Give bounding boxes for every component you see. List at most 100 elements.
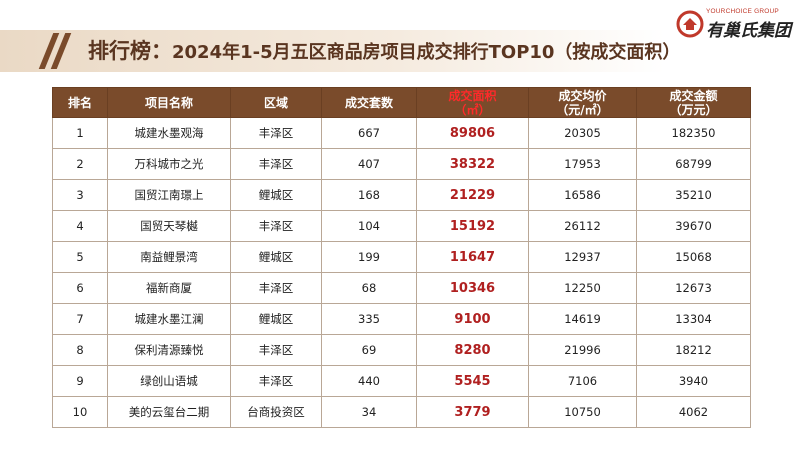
table-cell: 3 bbox=[52, 179, 108, 211]
table-cell: 89806 bbox=[416, 117, 529, 149]
table-cell: 保利清源臻悦 bbox=[107, 334, 231, 366]
table-row: 9 绿创山语城 丰泽区 440 5545 7106 3940 bbox=[52, 365, 751, 397]
table-cell: 万科城市之光 bbox=[107, 148, 231, 180]
table-cell: 城建水墨观海 bbox=[107, 117, 231, 149]
table-cell: 182350 bbox=[636, 117, 751, 149]
table-cell: 10 bbox=[52, 396, 108, 428]
table-row: 10 美的云玺台二期 台商投资区 34 3779 10750 4062 bbox=[52, 396, 751, 428]
table-cell: 鲤城区 bbox=[230, 303, 322, 335]
table-cell: 鲤城区 bbox=[230, 241, 322, 273]
logo-name: 有巢氏集团 bbox=[706, 21, 791, 41]
company-logo: YOURCHOICE GROUP 有巢氏集团 bbox=[670, 6, 791, 41]
table-cell: 丰泽区 bbox=[230, 365, 322, 397]
table-cell: 15192 bbox=[416, 210, 529, 242]
logo-tagline: YOURCHOICE GROUP bbox=[706, 8, 779, 15]
table-cell: 20305 bbox=[528, 117, 637, 149]
table-cell: 福新商厦 bbox=[107, 272, 231, 304]
table-cell: 丰泽区 bbox=[230, 117, 322, 149]
table-cell: 9 bbox=[52, 365, 108, 397]
table-cell: 21229 bbox=[416, 179, 529, 211]
table-cell: 国贸江南璟上 bbox=[107, 179, 231, 211]
table-cell: 台商投资区 bbox=[230, 396, 322, 428]
table-cell: 15068 bbox=[636, 241, 751, 273]
table-cell: 12673 bbox=[636, 272, 751, 304]
table-cell: 城建水墨江澜 bbox=[107, 303, 231, 335]
table-cell: 5 bbox=[52, 241, 108, 273]
ranking-table: 排名 项目名称 区域 成交套数 成交面积 （㎡） 成交均价 （元/㎡） 成交金额 （万元） 1 城建… bbox=[52, 87, 751, 428]
table-row: 6 福新商厦 丰泽区 68 10346 12250 12673 bbox=[52, 272, 751, 304]
column-header: 区域 bbox=[230, 87, 322, 118]
table-cell: 12937 bbox=[528, 241, 637, 273]
column-header-label: 成交金额 bbox=[669, 88, 718, 103]
table-cell: 丰泽区 bbox=[230, 148, 322, 180]
table-cell: 南益鲤景湾 bbox=[107, 241, 231, 273]
table-cell: 35210 bbox=[636, 179, 751, 211]
table-cell: 5545 bbox=[416, 365, 529, 397]
table-cell: 69 bbox=[321, 334, 417, 366]
table-cell: 丰泽区 bbox=[230, 272, 322, 304]
table-row: 2 万科城市之光 丰泽区 407 38322 17953 68799 bbox=[52, 148, 751, 180]
table-cell: 11647 bbox=[416, 241, 529, 273]
table-cell: 13304 bbox=[636, 303, 751, 335]
table-cell: 10346 bbox=[416, 272, 529, 304]
table-cell: 国贸天琴樾 bbox=[107, 210, 231, 242]
column-header-label: 成交均价 bbox=[558, 88, 607, 103]
table-cell: 8 bbox=[52, 334, 108, 366]
table-cell: 4062 bbox=[636, 396, 751, 428]
table-cell: 4 bbox=[52, 210, 108, 242]
column-header: 项目名称 bbox=[107, 87, 231, 118]
table-row: 1 城建水墨观海 丰泽区 667 89806 20305 182350 bbox=[52, 117, 751, 149]
title-banner bbox=[0, 30, 665, 72]
table-header-row: 排名 项目名称 区域 成交套数 成交面积 （㎡） 成交均价 （元/㎡） 成交金额 （万元） bbox=[52, 87, 751, 118]
column-header: 排名 bbox=[52, 87, 108, 118]
table-cell: 168 bbox=[321, 179, 417, 211]
house-mark-icon bbox=[676, 10, 704, 38]
column-header-label: 成交套数 bbox=[344, 95, 393, 110]
column-header: 成交均价 （元/㎡） bbox=[528, 87, 637, 118]
table-cell: 12250 bbox=[528, 272, 637, 304]
table-cell: 3779 bbox=[416, 396, 529, 428]
table-cell: 38322 bbox=[416, 148, 529, 180]
table-cell: 绿创山语城 bbox=[107, 365, 231, 397]
table-cell: 美的云玺台二期 bbox=[107, 396, 231, 428]
column-header: 成交套数 bbox=[321, 87, 417, 118]
table-cell: 3940 bbox=[636, 365, 751, 397]
table-cell: 199 bbox=[321, 241, 417, 273]
table-cell: 440 bbox=[321, 365, 417, 397]
table-row: 8 保利清源臻悦 丰泽区 69 8280 21996 18212 bbox=[52, 334, 751, 366]
table-body: 1 城建水墨观海 丰泽区 667 89806 20305 182350 2 万科城市之光 丰泽区 4… bbox=[52, 117, 751, 428]
table-row: 4 国贸天琴樾 丰泽区 104 15192 26112 39670 bbox=[52, 210, 751, 242]
column-header-label: 排名 bbox=[67, 95, 92, 110]
table-cell: 26112 bbox=[528, 210, 637, 242]
table-cell: 14619 bbox=[528, 303, 637, 335]
column-header: 成交面积 （㎡） bbox=[416, 87, 529, 118]
table-cell: 68799 bbox=[636, 148, 751, 180]
table-cell: 1 bbox=[52, 117, 108, 149]
page-title-sub: 2024年1-5月五区商品房项目成交排行TOP10（按成交面积） bbox=[172, 42, 681, 63]
page-title: 排行榜：2024年1-5月五区商品房项目成交排行TOP10（按成交面积） bbox=[88, 33, 680, 69]
page-title-main: 排行榜： bbox=[88, 39, 172, 63]
table-cell: 68 bbox=[321, 272, 417, 304]
table-cell: 7 bbox=[52, 303, 108, 335]
table-row: 3 国贸江南璟上 鲤城区 168 21229 16586 35210 bbox=[52, 179, 751, 211]
table-cell: 2 bbox=[52, 148, 108, 180]
table-cell: 17953 bbox=[528, 148, 637, 180]
table-cell: 34 bbox=[321, 396, 417, 428]
table-cell: 10750 bbox=[528, 396, 637, 428]
table-row: 7 城建水墨江澜 鲤城区 335 9100 14619 13304 bbox=[52, 303, 751, 335]
table-cell: 9100 bbox=[416, 303, 529, 335]
table-cell: 丰泽区 bbox=[230, 334, 322, 366]
table-cell: 16586 bbox=[528, 179, 637, 211]
table-cell: 407 bbox=[321, 148, 417, 180]
column-header-unit: （元/㎡） bbox=[556, 102, 609, 117]
column-header-unit: （㎡） bbox=[454, 102, 491, 117]
table-cell: 335 bbox=[321, 303, 417, 335]
table-row: 5 南益鲤景湾 鲤城区 199 11647 12937 15068 bbox=[52, 241, 751, 273]
table-cell: 667 bbox=[321, 117, 417, 149]
table-cell: 6 bbox=[52, 272, 108, 304]
table-cell: 8280 bbox=[416, 334, 529, 366]
column-header-label: 区域 bbox=[263, 95, 288, 110]
table-cell: 39670 bbox=[636, 210, 751, 242]
table-cell: 18212 bbox=[636, 334, 751, 366]
column-header: 成交金额 （万元） bbox=[636, 87, 751, 118]
